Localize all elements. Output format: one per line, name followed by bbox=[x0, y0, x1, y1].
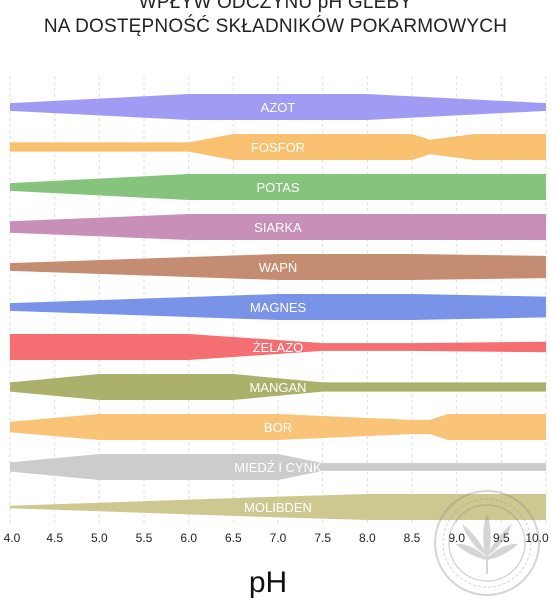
x-tick-label: 8.0 bbox=[359, 531, 376, 545]
x-tick-label: 5.5 bbox=[136, 531, 153, 545]
x-tick-label: 7.5 bbox=[314, 531, 331, 545]
x-tick-label: 9.0 bbox=[448, 531, 465, 545]
nutrient-band-label: MANGAN bbox=[249, 380, 306, 395]
nutrient-band-4 bbox=[10, 254, 546, 280]
nutrient-band-8 bbox=[10, 414, 546, 440]
nutrient-band-label: MAGNES bbox=[250, 300, 307, 315]
x-tick-label: 8.5 bbox=[404, 531, 421, 545]
nutrient-band-label: MIEDŹ I CYNK bbox=[234, 460, 322, 475]
leaf-icon bbox=[456, 513, 518, 574]
nutrient-band-0 bbox=[10, 94, 546, 120]
nutrient-band-9 bbox=[10, 454, 546, 480]
nutrient-band-5 bbox=[10, 294, 546, 320]
x-tick-label: 5.0 bbox=[91, 531, 108, 545]
nutrient-band-label: BOR bbox=[264, 420, 292, 435]
nutrient-band-label: FOSFOR bbox=[251, 140, 305, 155]
x-tick-label: 6.5 bbox=[225, 531, 242, 545]
nutrient-band-label: AZOT bbox=[261, 100, 296, 115]
nutrient-band-10 bbox=[10, 494, 546, 520]
nutrient-band-3 bbox=[10, 214, 546, 240]
watermark-seal bbox=[434, 490, 540, 596]
chart-title-line-1: WPŁYW ODCZYNU pH GLEBY bbox=[138, 0, 413, 13]
nutrient-band-label: WAPŃ bbox=[259, 260, 298, 275]
x-tick-label: 9.5 bbox=[493, 531, 510, 545]
nutrient-band-label: MOLIBDEN bbox=[244, 500, 312, 515]
x-tick-label: 10.0 bbox=[525, 531, 549, 545]
x-tick-label: 6.0 bbox=[180, 531, 197, 545]
x-axis-title: pH bbox=[249, 566, 287, 599]
nutrient-band-6 bbox=[10, 334, 546, 360]
x-tick-label: 7.0 bbox=[270, 531, 287, 545]
nutrient-band-label: ŻELAZO bbox=[253, 340, 304, 355]
x-tick-label: 4.5 bbox=[46, 531, 63, 545]
x-axis-ticks: 4.0 4.5 5.0 5.5 6.0 6.5 7.0 7.5 8.0 8.5 9.0 9.5 10.0 bbox=[4, 531, 549, 545]
nutrient-bands: AZOT FOSFOR POTAS SIARKA WAPŃ MAGNES ŻELAZO MAN… bbox=[10, 94, 546, 520]
nutrient-band-2 bbox=[10, 174, 546, 200]
nutrient-band-label: POTAS bbox=[256, 180, 299, 195]
nutrient-band-7 bbox=[10, 374, 546, 400]
chart-title-line-2: NA DOSTĘPNOŚĆ SKŁADNIKÓW POKARMOWYCH bbox=[43, 16, 508, 37]
chart-title: WPŁYW ODCZYNU pH GLEBY NA DOSTĘPNOŚĆ SKŁ… bbox=[0, 0, 551, 39]
nutrient-band-1 bbox=[10, 134, 546, 160]
x-tick-label: 4.0 bbox=[4, 531, 21, 545]
nutrient-band-label: SIARKA bbox=[254, 220, 302, 235]
